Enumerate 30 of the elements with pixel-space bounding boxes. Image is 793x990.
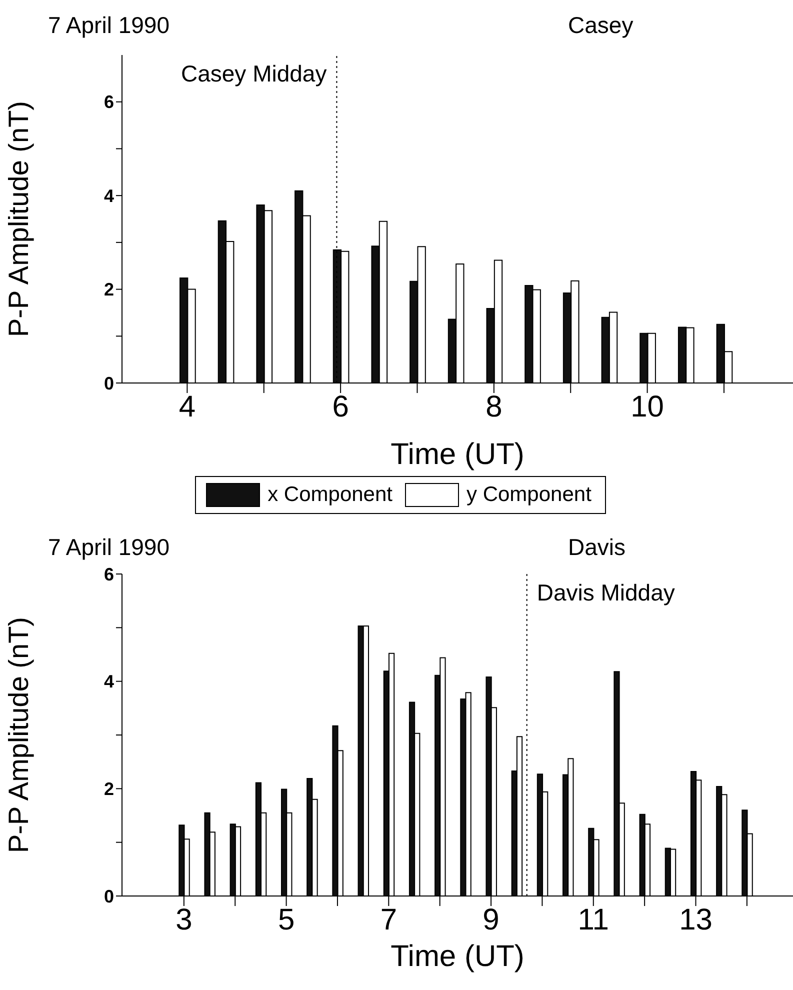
y-tick-label: 6 [104, 564, 114, 584]
ref-line-label: Davis Midday [536, 579, 676, 606]
y-tick-label: 0 [104, 886, 114, 906]
x-tick-label: 6 [332, 390, 349, 424]
ref-line-label: Casey Midday [180, 60, 328, 86]
x-tick-label: 7 [380, 903, 398, 936]
y-tick-label: 4 [104, 672, 114, 692]
chart-title: 7 April 1990 [48, 534, 170, 561]
y-tick-label: 2 [104, 779, 114, 800]
y-tick-label: 4 [104, 186, 114, 206]
chart-subtitle: Casey [568, 12, 634, 39]
x-tick-label: 11 [578, 903, 609, 936]
y-tick-label: 0 [104, 373, 114, 394]
legend-label: x Component [268, 483, 392, 507]
x-tick-label: 8 [486, 390, 502, 424]
x-tick-label: 10 [630, 390, 664, 424]
x-tick-label: 4 [178, 390, 196, 424]
x-axis-title: Time (UT) [390, 438, 524, 471]
y-tick-label: 6 [104, 92, 114, 112]
y-tick-label: 2 [104, 280, 114, 300]
x-tick-label: 3 [176, 903, 192, 936]
x-tick-label: 5 [278, 903, 295, 936]
x-tick-label: 13 [679, 903, 712, 936]
x-axis-title: Time (UT) [390, 940, 524, 973]
chart-subtitle: Davis [568, 534, 626, 561]
x-tick-label: 9 [482, 903, 500, 936]
legend-label: y Component [466, 483, 592, 507]
y-axis-title: P-P Amplitude (nT) [2, 616, 34, 854]
y-axis-title: P-P Amplitude (nT) [2, 100, 34, 338]
chart-title: 7 April 1990 [48, 12, 170, 39]
